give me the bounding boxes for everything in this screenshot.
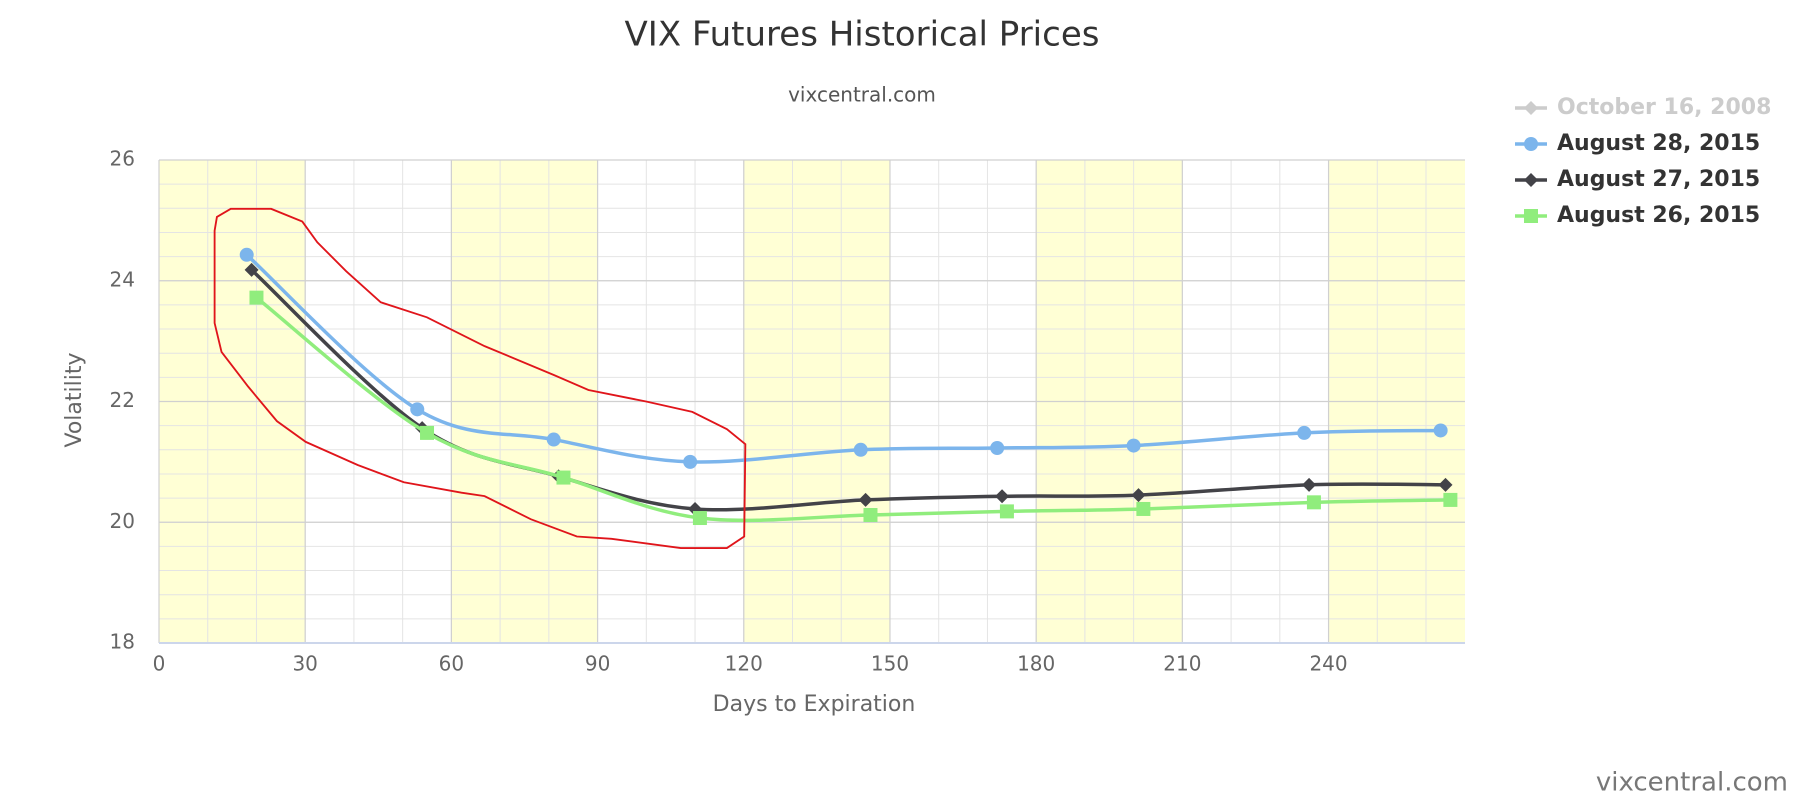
data-point [1438,477,1453,492]
data-point [420,425,435,440]
data-point [249,290,264,305]
legend-label: August 27, 2015 [1557,167,1760,192]
data-point [1443,492,1458,507]
x-tick-label: 30 [292,652,317,676]
data-point [863,508,878,523]
legend-label: October 16, 2008 [1557,95,1771,120]
data-point [683,454,698,469]
y-tick-label: 20 [110,509,135,533]
data-point [1524,101,1538,115]
data-point [556,470,571,485]
data-point [1524,209,1538,223]
y-axis-title: Volatility [62,352,87,447]
plot [158,159,1465,644]
data-point [853,442,868,457]
y-tick-label: 18 [110,630,135,654]
x-tick-label: 120 [725,652,763,676]
chart-subtitle: vixcentral.com [788,83,936,107]
data-point [1126,438,1141,453]
data-point [1297,425,1312,440]
x-axis-title: Days to Expiration [713,692,916,717]
data-point [999,504,1014,519]
x-tick-label: 210 [1163,652,1201,676]
data-point [1302,477,1317,492]
data-point [1136,501,1151,516]
data-point [1524,173,1538,187]
y-tick-label: 26 [110,147,135,171]
data-point [990,440,1005,455]
x-tick-label: 0 [153,652,166,676]
credits: vixcentral.com [1596,768,1788,798]
data-point [1433,423,1448,438]
x-tick-label: 180 [1017,652,1055,676]
data-point [858,492,873,507]
data-point [1524,137,1538,151]
data-point [546,432,561,447]
legend-item[interactable]: August 28, 2015 [1515,131,1760,156]
data-point [1306,495,1321,510]
y-tick-label: 22 [110,388,135,412]
data-point [1131,488,1146,503]
data-point [410,402,425,417]
x-tick-label: 90 [585,652,610,676]
x-tick-label: 150 [871,652,909,676]
legend-label: August 26, 2015 [1557,203,1760,228]
legend-item[interactable]: August 26, 2015 [1515,203,1760,228]
legend-label: August 28, 2015 [1557,131,1760,156]
data-point [239,247,254,262]
chart-title: VIX Futures Historical Prices [625,15,1100,55]
x-tick-label: 240 [1309,652,1347,676]
data-point [692,511,707,526]
legend-item[interactable]: August 27, 2015 [1515,167,1760,192]
data-point [995,489,1010,504]
x-tick-label: 60 [439,652,464,676]
legend-item[interactable]: October 16, 2008 [1515,95,1771,120]
y-tick-label: 24 [110,267,135,291]
